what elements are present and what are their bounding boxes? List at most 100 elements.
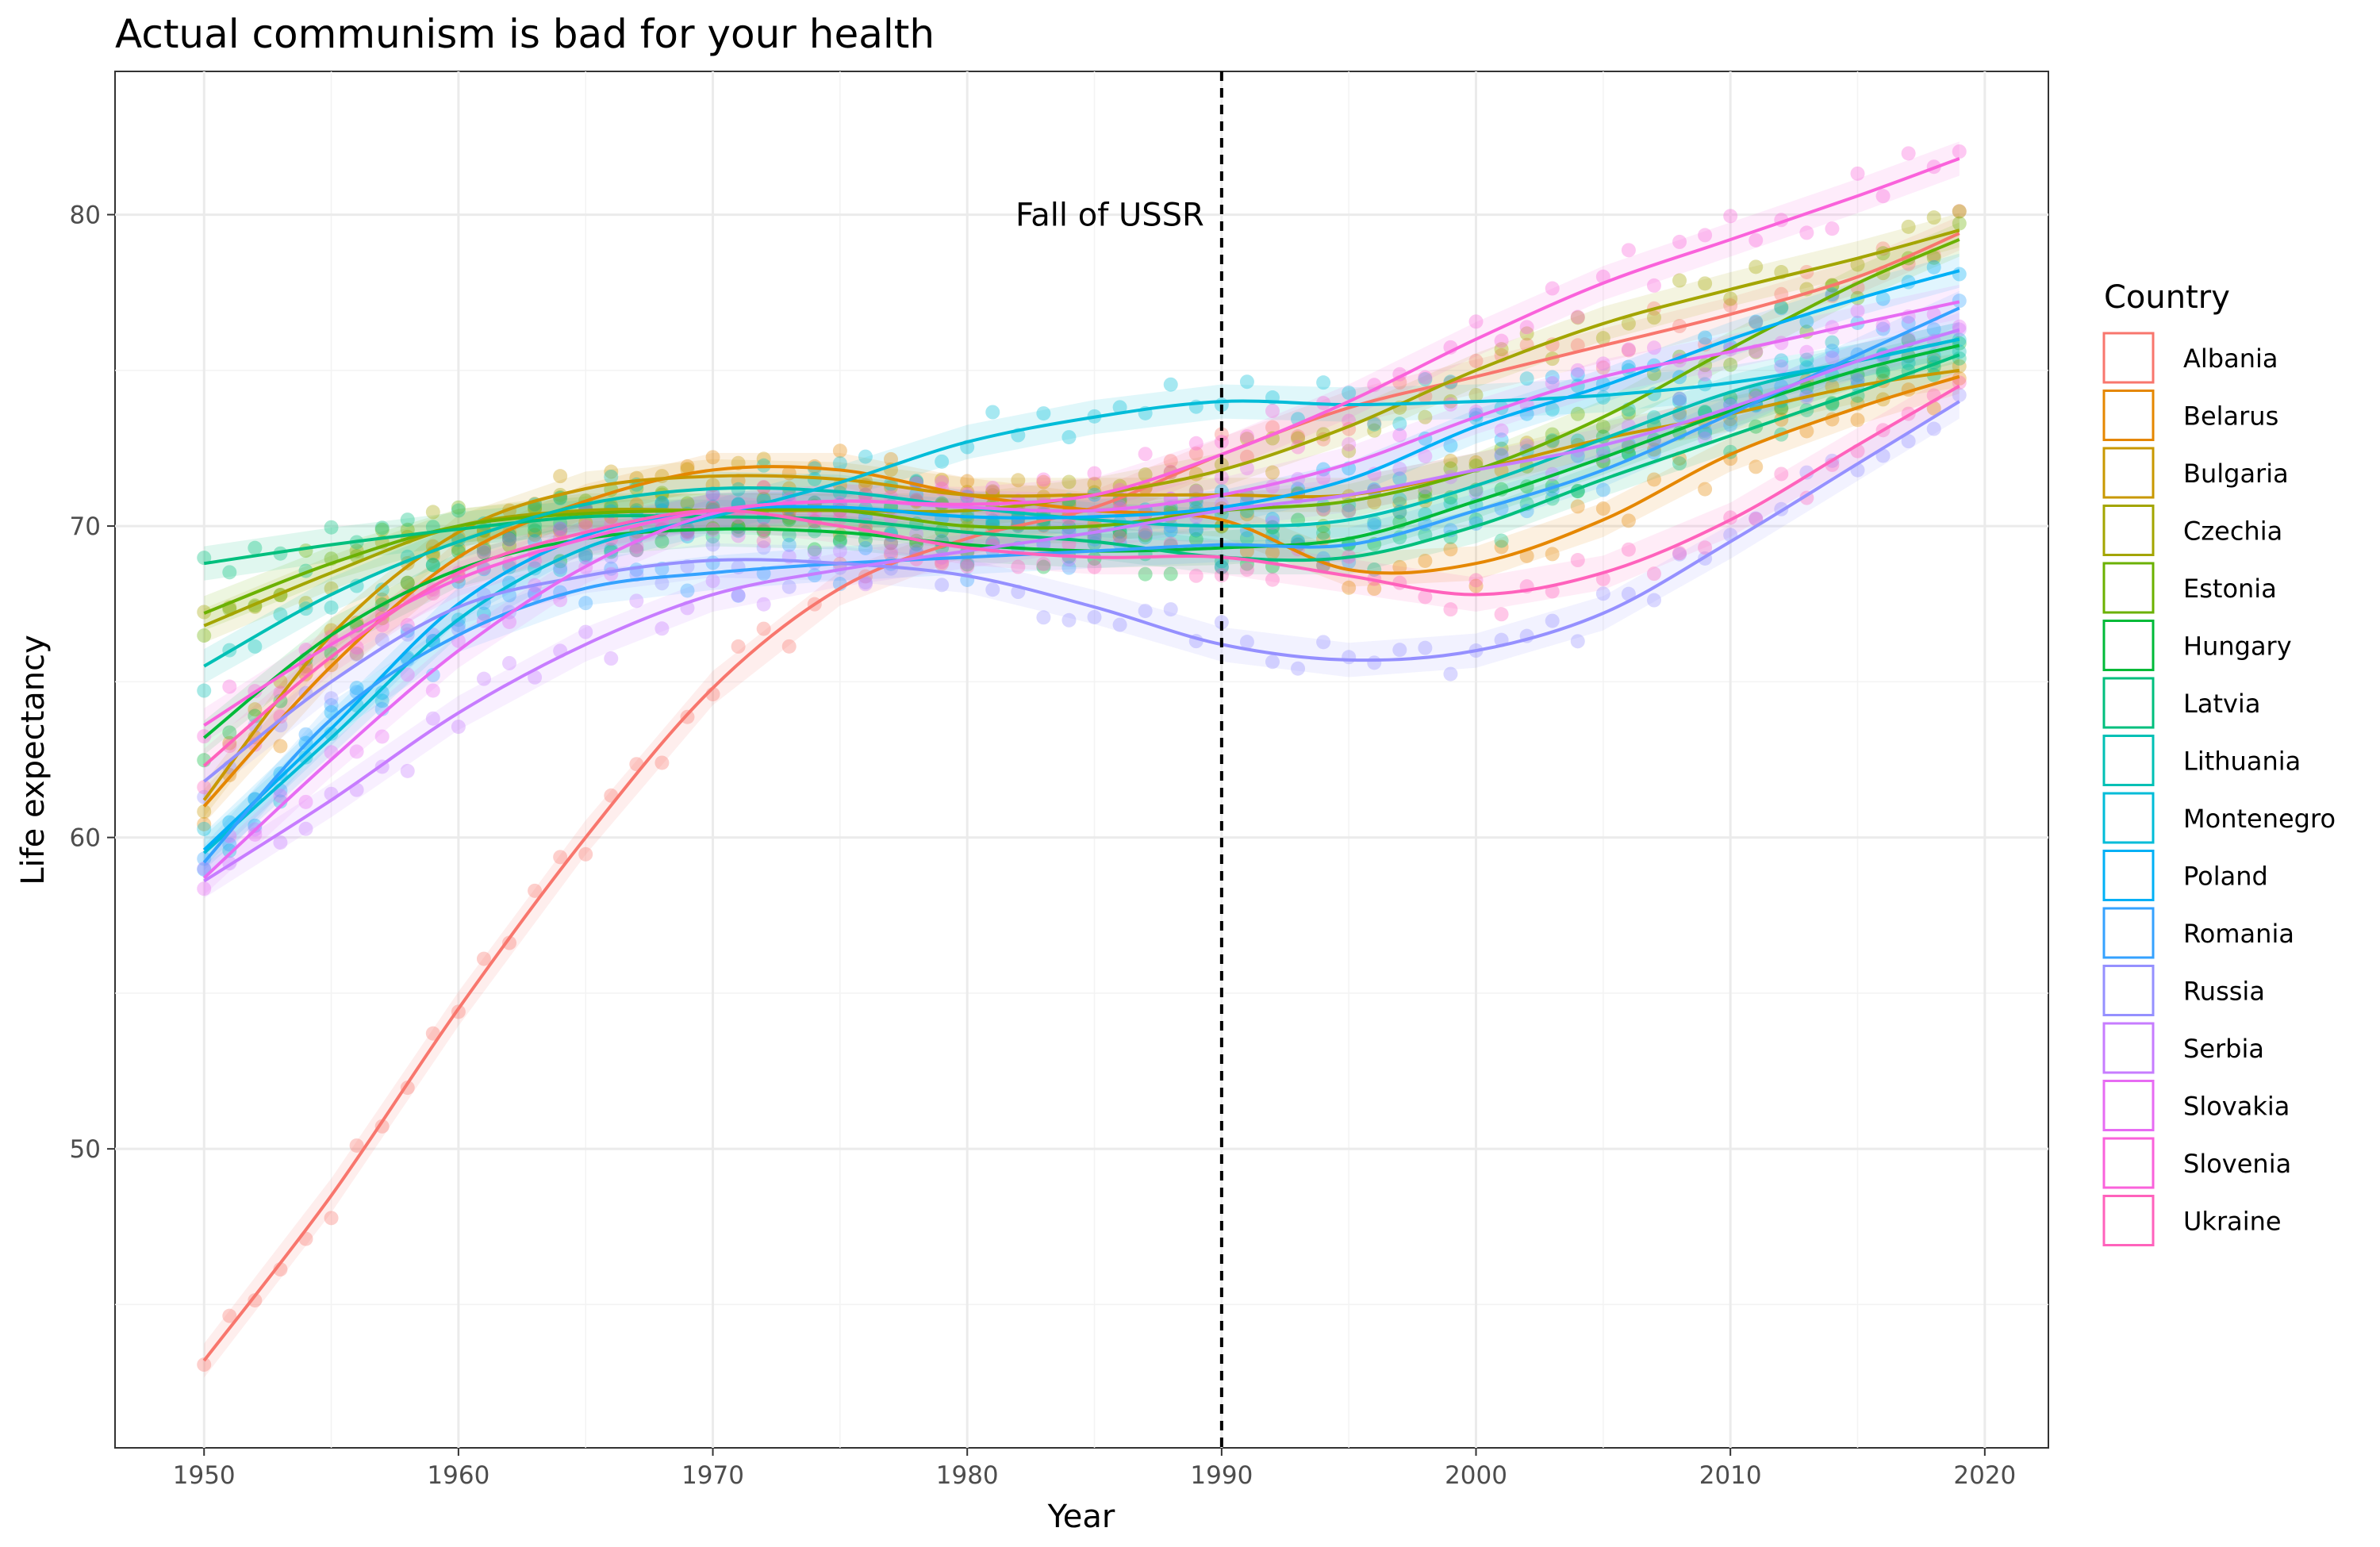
point-slovakia [1545, 376, 1560, 391]
point-russia [1316, 635, 1331, 650]
point-russia [781, 579, 797, 594]
point-estonia [1926, 250, 1941, 265]
legend-item-ukraine: Ukraine [2102, 1195, 2282, 1246]
legend-key-slovenia [2102, 1137, 2155, 1189]
point-russia [1621, 586, 1636, 601]
point-romania [1723, 417, 1738, 432]
point-lithuania [1138, 530, 1153, 545]
point-belarus [1850, 413, 1865, 428]
ribbon-ukraine [204, 368, 1960, 783]
point-russia [1952, 387, 1967, 402]
point-belarus [1367, 582, 1382, 597]
point-ukraine [960, 559, 975, 574]
point-latvia [1875, 366, 1891, 381]
point-albania [731, 639, 746, 654]
legend-label-lithuania: Lithuania [2183, 747, 2301, 777]
point-latvia [222, 565, 237, 580]
point-hungary [1163, 566, 1178, 582]
point-albania [476, 951, 491, 966]
line-estonia [203, 238, 1960, 615]
point-czechia [1952, 204, 1967, 219]
point-romania [731, 588, 746, 603]
point-latvia [324, 520, 339, 535]
point-albania [1265, 420, 1280, 435]
trend-lines [202, 157, 1960, 1362]
point-slovenia [1468, 314, 1484, 329]
point-belarus [1392, 559, 1407, 574]
point-romania [1367, 517, 1382, 532]
line-romania [202, 306, 1960, 864]
x-axis-title: Year [1047, 1499, 1115, 1535]
point-albania [248, 1293, 263, 1308]
point-bulgaria [553, 469, 568, 484]
point-hungary [858, 532, 873, 547]
point-hungary [629, 543, 644, 558]
legend-label-czechia: Czechia [2183, 516, 2282, 547]
y-tick-label: 70 [70, 512, 101, 541]
point-latvia [1316, 525, 1331, 540]
point-poland [1392, 471, 1407, 486]
legend-label-romania: Romania [2183, 919, 2294, 949]
legend-key-slovakia [2102, 1080, 2155, 1131]
point-belarus [1265, 545, 1280, 560]
point-albania [654, 755, 670, 770]
x-tick-label: 2000 [1445, 1461, 1507, 1490]
point-montenegro [273, 794, 288, 809]
legend-label-bulgaria: Bulgaria [2183, 459, 2289, 489]
legend-item-belarus: Belarus [2102, 390, 2278, 441]
point-serbia [807, 545, 822, 560]
legend-key-czechia [2102, 505, 2155, 556]
point-slovenia [1825, 221, 1840, 236]
point-poland [654, 495, 670, 510]
point-hungary [1036, 559, 1051, 574]
legend-title: Country [2104, 279, 2230, 316]
point-poland [1163, 523, 1178, 538]
point-lithuania [374, 582, 390, 597]
point-montenegro [374, 693, 390, 708]
point-poland [1875, 291, 1891, 306]
point-czechia [1291, 431, 1306, 446]
point-romania [1875, 321, 1891, 336]
point-serbia [731, 588, 746, 603]
point-bulgaria [756, 451, 771, 466]
point-hungary [832, 532, 847, 547]
point-slovenia [705, 488, 720, 503]
point-romania [1214, 559, 1229, 574]
line-lithuania [203, 337, 1960, 668]
x-tick-label: 2020 [1953, 1461, 2016, 1490]
point-belarus [1545, 547, 1560, 562]
point-hungary [680, 524, 695, 539]
point-estonia [1952, 216, 1967, 231]
point-czechia [1698, 276, 1713, 291]
point-ukraine [273, 709, 288, 724]
x-tick-label: 1980 [936, 1461, 999, 1490]
legend-item-bulgaria: Bulgaria [2102, 447, 2289, 499]
point-hungary [1188, 532, 1203, 547]
point-romania [298, 727, 313, 742]
point-czechia [1646, 310, 1661, 325]
point-albania [1163, 454, 1178, 469]
point-hungary [528, 523, 543, 538]
point-montenegro [1774, 353, 1789, 368]
point-ukraine [1595, 571, 1610, 586]
point-slovenia [1570, 309, 1585, 324]
point-czechia [1342, 443, 1357, 459]
point-montenegro [1239, 374, 1254, 390]
point-slovakia [349, 744, 364, 759]
point-montenegro [578, 550, 593, 565]
point-latvia [400, 512, 415, 528]
point-slovakia [1850, 304, 1865, 319]
point-romania [425, 667, 440, 682]
point-ukraine [1698, 540, 1713, 555]
point-romania [1138, 524, 1153, 539]
point-russia [1672, 547, 1687, 562]
point-poland [680, 529, 695, 544]
point-lithuania [273, 607, 288, 622]
line-russia [202, 400, 1960, 783]
point-slovenia [502, 532, 517, 547]
point-albania [222, 1308, 237, 1323]
point-slovakia [731, 528, 746, 543]
point-russia [1799, 465, 1814, 480]
point-albania [197, 1357, 212, 1372]
point-slovakia [1443, 397, 1458, 412]
